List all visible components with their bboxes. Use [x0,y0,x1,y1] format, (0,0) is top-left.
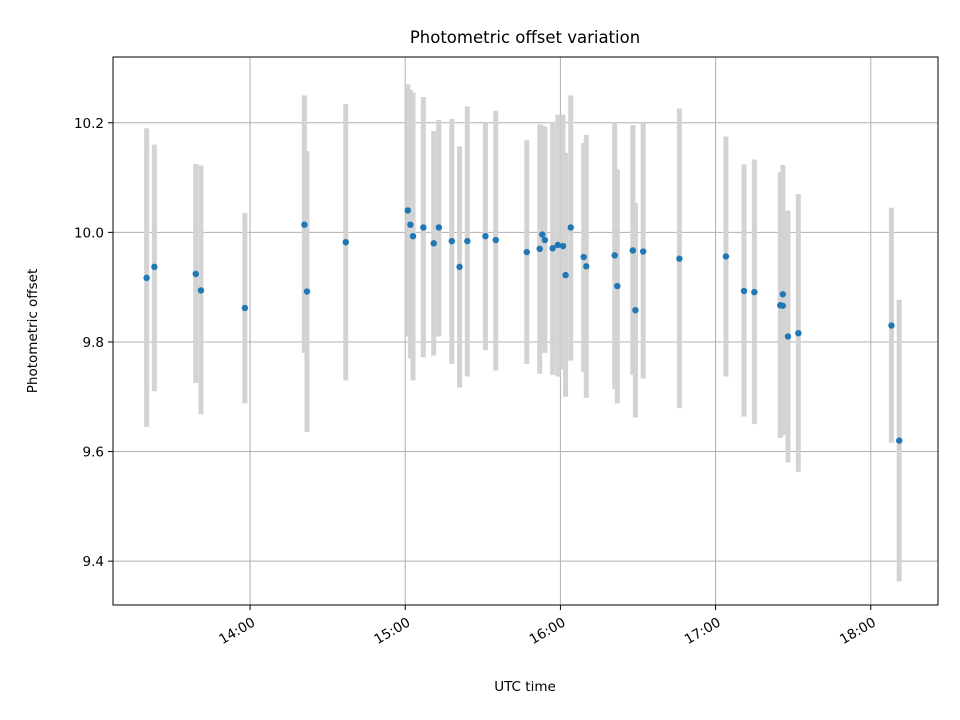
data-point [751,288,758,296]
data-point [197,287,205,294]
data-point [559,242,567,250]
data-point [549,245,556,252]
data-point [541,236,549,244]
data-points [143,207,903,444]
data-point [464,237,471,245]
data-point [448,237,455,245]
data-point [562,271,569,279]
data-point [722,253,730,260]
y-tick-label: 9.6 [83,445,104,461]
y-axis-label: Photometric offset [25,269,41,393]
data-point [888,322,895,329]
data-point [896,437,903,444]
data-point [409,232,417,240]
y-tick-label: 10.0 [74,225,104,241]
data-point [676,255,683,262]
data-point [611,252,618,259]
data-point [430,240,437,247]
data-point [554,241,562,249]
data-point [567,224,574,231]
data-point [192,270,199,278]
data-point [614,282,621,290]
data-point [435,224,443,231]
data-point [784,333,792,340]
data-point [482,232,489,240]
data-point [580,253,587,261]
chart-title: Photometric offset variation [410,28,640,47]
data-point [536,245,543,252]
data-point [151,263,158,271]
data-point [740,287,748,295]
data-point [583,263,590,270]
y-axis-ticks: 9.4 9.6 9.8 10.0 10.2 [74,116,113,570]
data-point [639,248,647,255]
y-tick-label: 10.2 [74,116,104,132]
data-point [779,302,787,309]
data-point [303,288,311,295]
data-point [404,207,412,214]
data-point [301,221,308,228]
x-axis-label: UTC time [494,679,556,695]
data-point [407,221,414,228]
y-tick-label: 9.8 [83,335,104,351]
data-point [342,239,349,246]
y-tick-label: 9.4 [83,554,104,570]
data-point [456,263,463,271]
data-point [539,231,546,238]
data-point [143,274,150,282]
data-point [420,224,427,231]
plot-area-frame [112,56,939,606]
data-point [492,236,499,244]
data-point [632,306,639,314]
data-point [629,247,637,254]
data-point [795,329,802,337]
data-point [779,291,787,298]
data-point [241,304,249,312]
data-point [523,248,530,256]
